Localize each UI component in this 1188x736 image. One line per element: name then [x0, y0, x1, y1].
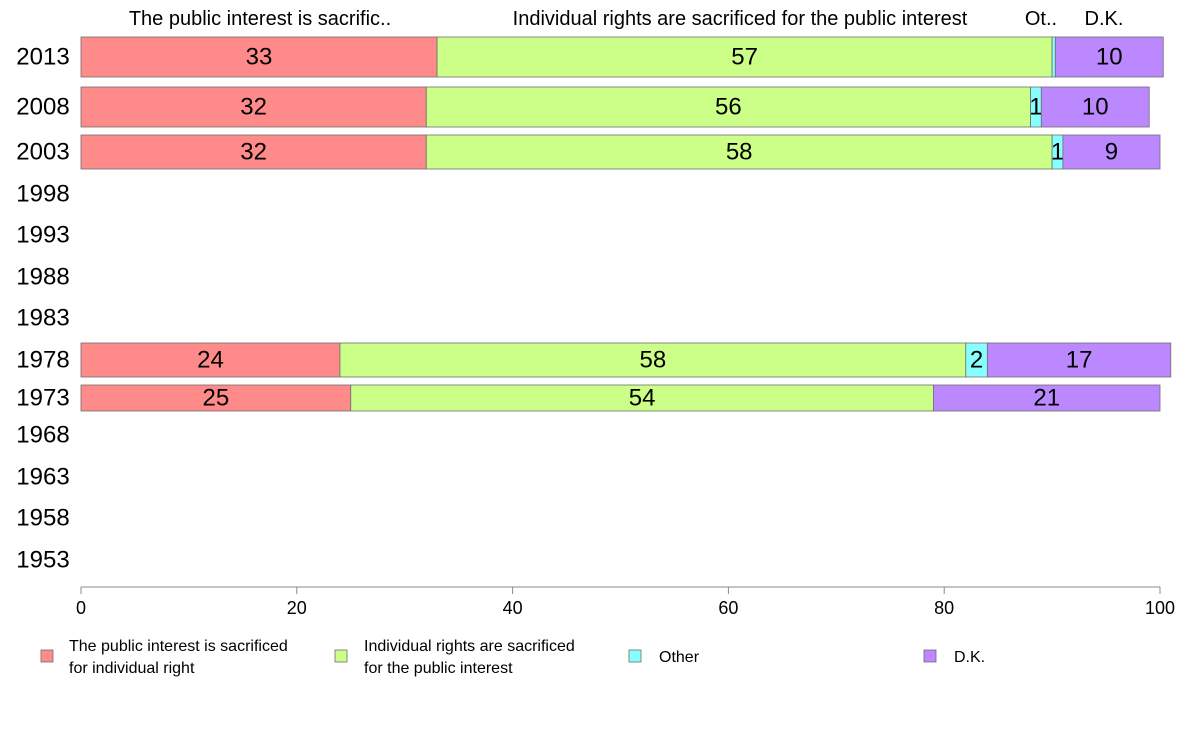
- bar-segment: [1062, 134, 1161, 170]
- bar-segment: [1051, 36, 1056, 78]
- data-label: 57: [731, 44, 758, 71]
- year-label: 1968: [16, 422, 69, 449]
- x-tick-label: 20: [287, 598, 307, 618]
- data-label: 10: [1082, 94, 1109, 121]
- bar-segment: [80, 86, 427, 128]
- bar-segment: [1054, 36, 1164, 78]
- x-tick-label: 80: [934, 598, 954, 618]
- data-label: 2: [970, 347, 983, 374]
- x-tick-label: 40: [503, 598, 523, 618]
- data-label: 56: [715, 94, 742, 121]
- data-label: 54: [629, 385, 656, 412]
- bar-segment: [1040, 86, 1150, 128]
- data-label: 10: [1096, 44, 1123, 71]
- bar-segment: [436, 36, 1053, 78]
- bar-segment: [80, 134, 427, 170]
- bar-segment: [933, 384, 1161, 412]
- legend-swatch: [628, 649, 642, 663]
- bar-segment: [339, 342, 967, 378]
- year-label: 1983: [16, 305, 69, 332]
- bar-segment: [425, 134, 1053, 170]
- data-label: 1: [1051, 139, 1064, 166]
- legend-swatch: [923, 649, 937, 663]
- top-series-label: Ot..: [1025, 8, 1057, 30]
- data-label: 33: [246, 44, 273, 71]
- year-label: 1993: [16, 222, 69, 249]
- year-label: 1973: [16, 385, 69, 412]
- data-label: 1: [1029, 94, 1042, 121]
- data-label: 58: [726, 139, 753, 166]
- top-series-label: The public interest is sacrific..: [129, 8, 391, 30]
- year-label: 1953: [16, 547, 69, 574]
- bar-segment: [986, 342, 1172, 378]
- bar-segment: [350, 384, 934, 412]
- year-label: 1963: [16, 464, 69, 491]
- legend-label: D.K.: [954, 649, 985, 666]
- bar-segment: [80, 384, 352, 412]
- year-label: 1998: [16, 181, 69, 208]
- data-label: 32: [240, 94, 267, 121]
- year-label: 1958: [16, 505, 69, 532]
- data-label: 32: [240, 139, 267, 166]
- legend-swatch: [40, 649, 54, 663]
- legend-label: Individual rights are sacrificed for the …: [364, 638, 575, 677]
- top-series-label: D.K.: [1085, 8, 1124, 30]
- legend-swatch: [334, 649, 348, 663]
- data-label: 24: [197, 347, 224, 374]
- data-label: 17: [1066, 347, 1093, 374]
- legend-label: Other: [659, 649, 700, 666]
- x-tick-label: 60: [718, 598, 738, 618]
- data-label: 21: [1033, 385, 1060, 412]
- year-label: 1978: [16, 347, 69, 374]
- x-tick-label: 0: [76, 598, 86, 618]
- data-label: 58: [640, 347, 667, 374]
- data-label: 9: [1105, 139, 1118, 166]
- year-label: 1988: [16, 264, 69, 291]
- year-label: 2003: [16, 139, 69, 166]
- year-label: 2013: [16, 44, 69, 71]
- bar-segment: [80, 36, 438, 78]
- bar-segment: [425, 86, 1031, 128]
- top-series-label: Individual rights are sacrificed for the…: [513, 8, 968, 30]
- x-tick-label: 100: [1145, 598, 1175, 618]
- data-label: 25: [203, 385, 230, 412]
- legend-label: The public interest is sacrificed for ind…: [69, 638, 288, 677]
- year-label: 2008: [16, 94, 69, 121]
